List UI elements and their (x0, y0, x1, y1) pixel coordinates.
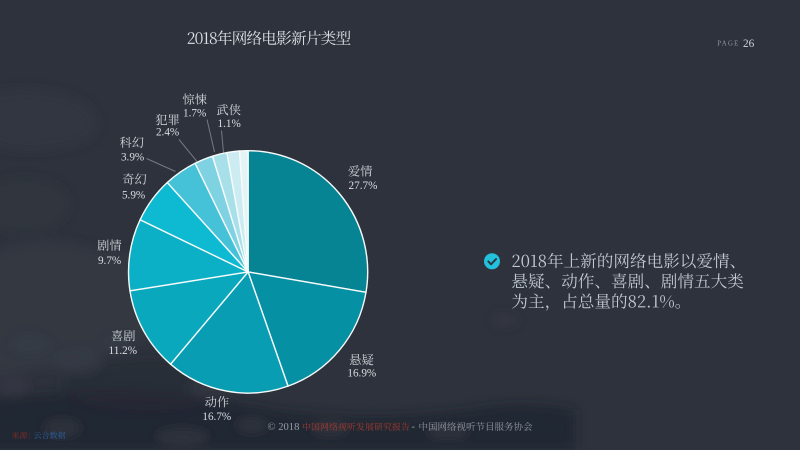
svg-text:11.2%: 11.2% (109, 345, 137, 357)
svg-text:-: - (412, 422, 416, 433)
svg-text:5.9%: 5.9% (122, 189, 145, 201)
svg-text:3.9%: 3.9% (121, 151, 144, 163)
svg-text:PAGE: PAGE (717, 41, 739, 48)
svg-text:1.7%: 1.7% (183, 108, 206, 120)
svg-text:26: 26 (743, 38, 755, 50)
svg-text:16.7%: 16.7% (202, 411, 231, 423)
svg-text:16.9%: 16.9% (347, 368, 376, 380)
svg-text:1.1%: 1.1% (218, 118, 241, 130)
svg-text:27.7%: 27.7% (349, 180, 378, 192)
svg-text:9.7%: 9.7% (98, 255, 121, 267)
svg-text:© 2018: © 2018 (268, 422, 300, 433)
svg-text:2.4%: 2.4% (156, 127, 179, 139)
